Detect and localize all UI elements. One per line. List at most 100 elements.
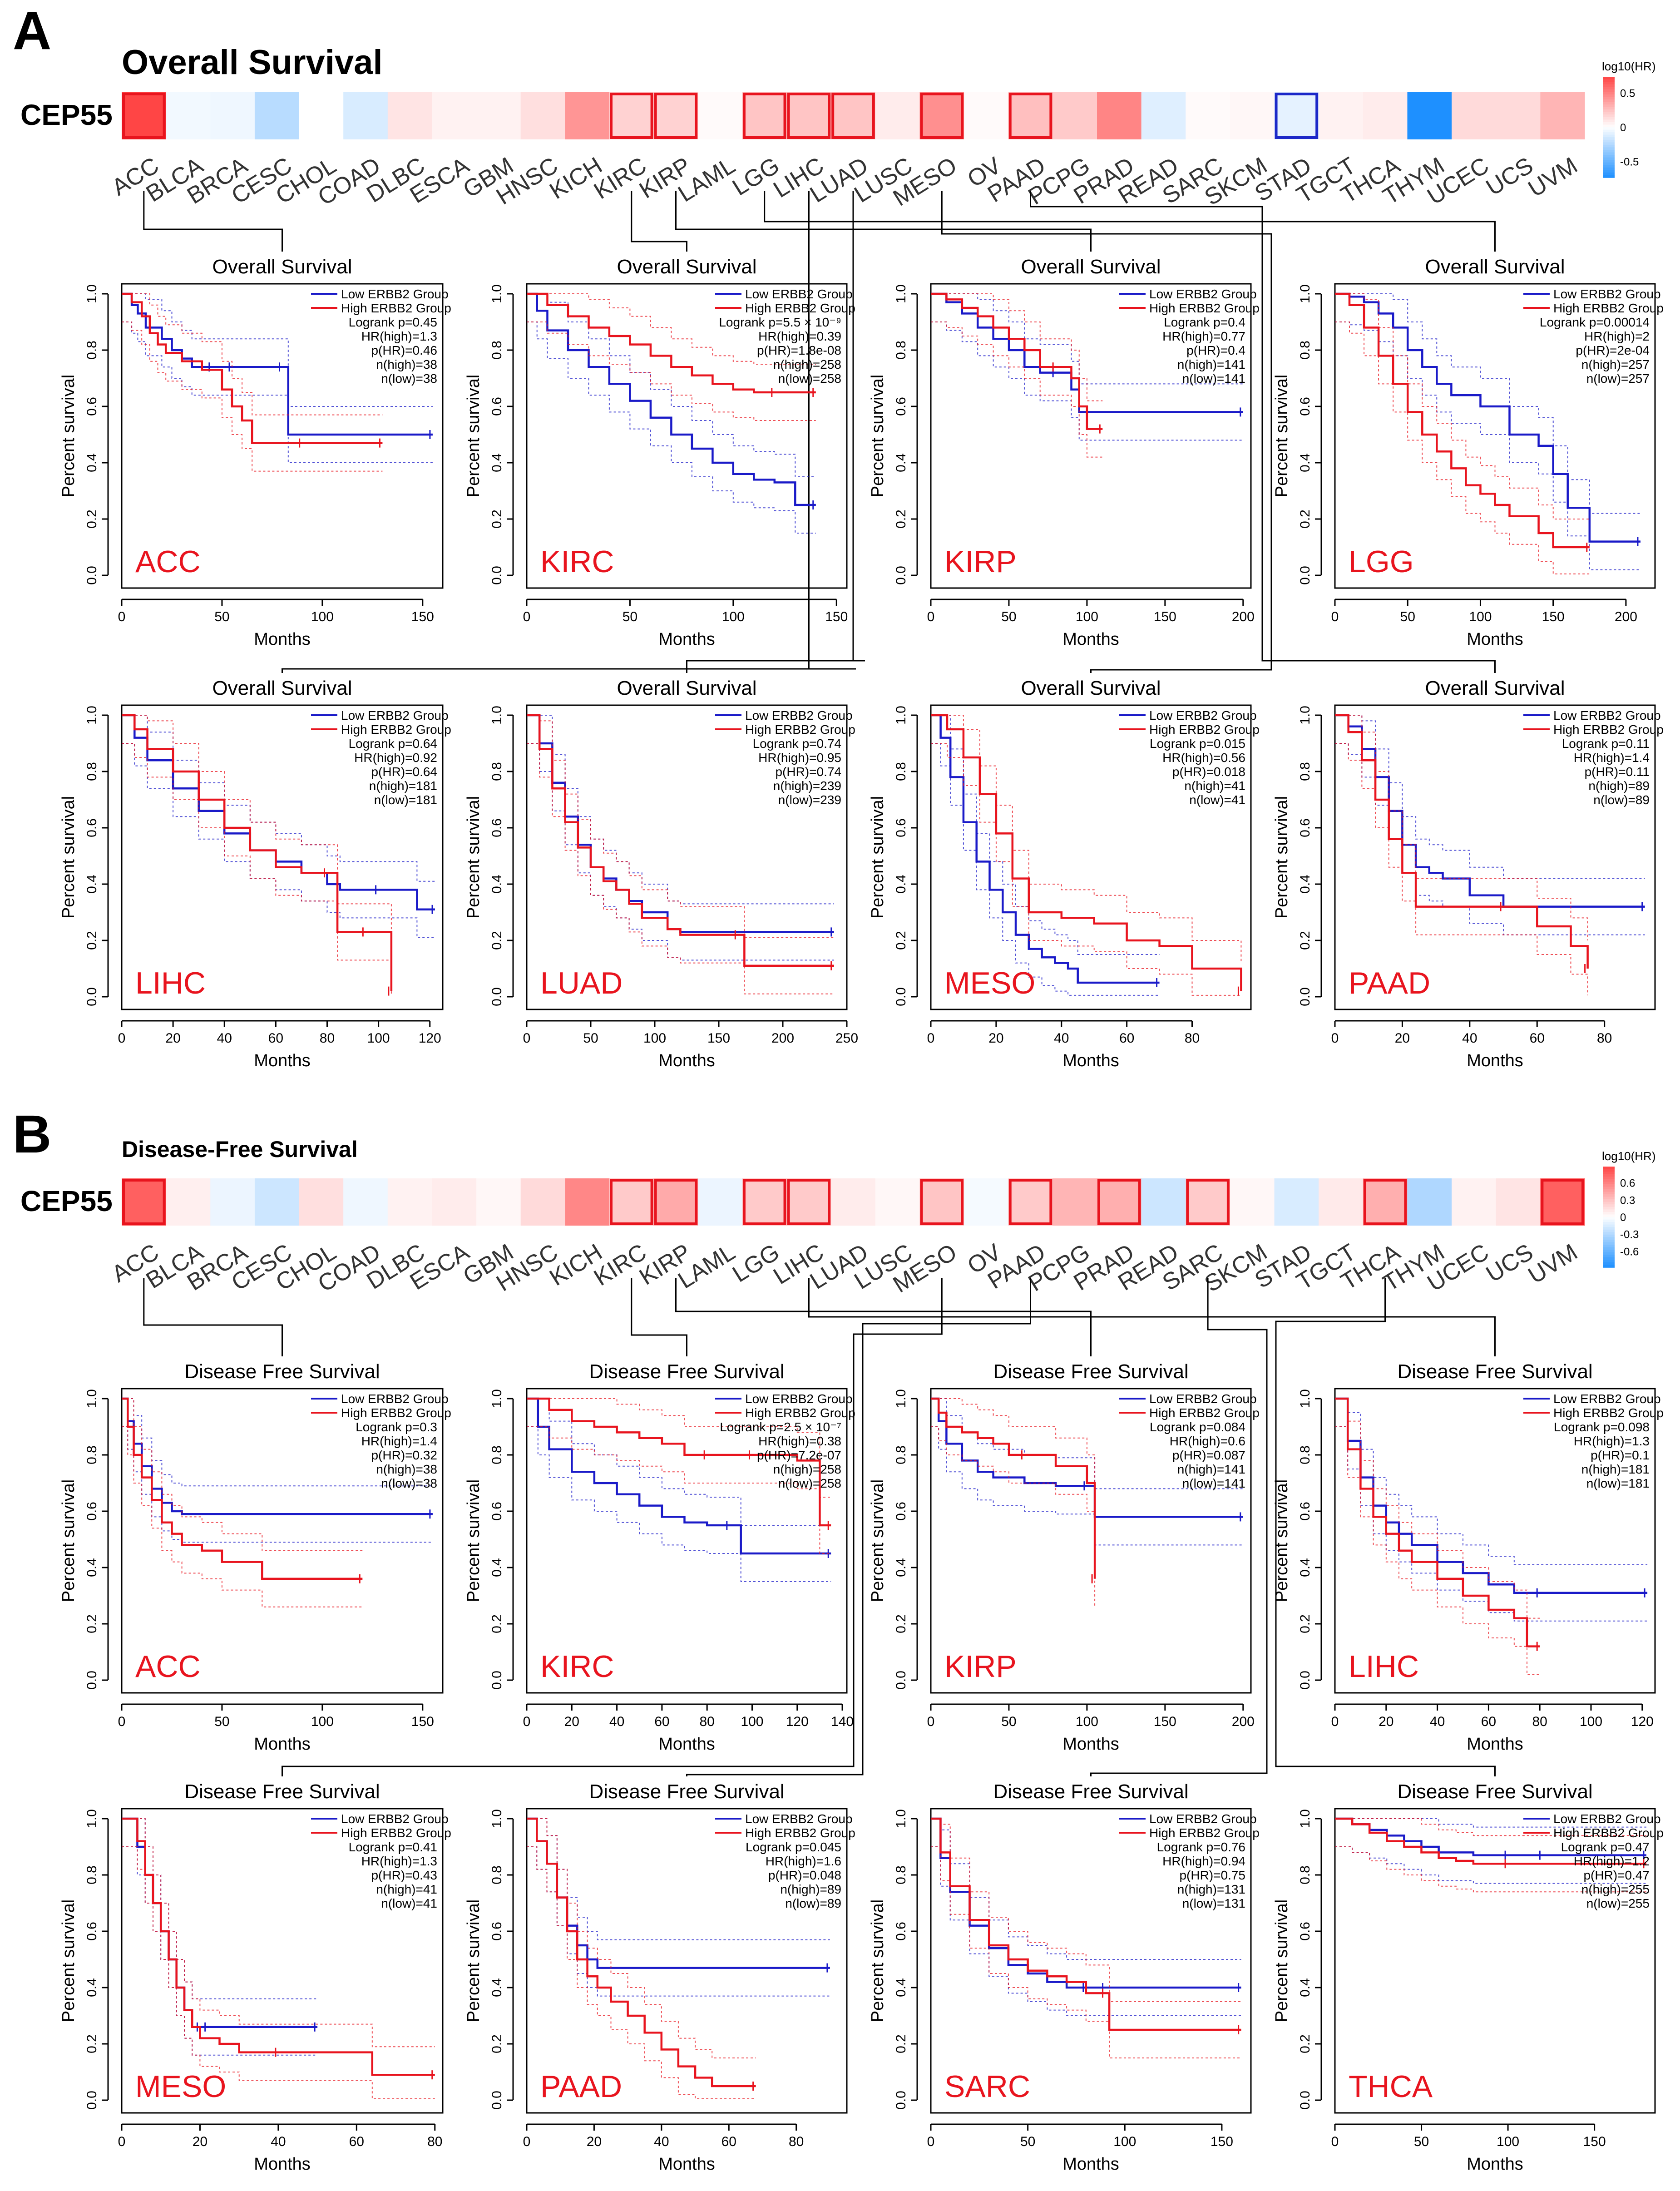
km-y-tick-label: 0.6	[1298, 397, 1313, 416]
km-curve-low	[122, 1817, 318, 2028]
heatmap-highlight-stad	[1275, 93, 1319, 139]
km-stat-line: Logrank p=0.098	[1554, 1420, 1650, 1434]
heatmap-highlight-lgg	[742, 1179, 786, 1225]
km-y-tick-label: 0.8	[1298, 1865, 1313, 1884]
km-ci-upper-high	[122, 715, 392, 963]
km-plots-layer: Overall Survival 0.0 0.2 0.4 0.6 0.8 1.0 Percen…	[59, 256, 1664, 2174]
km-y-tick-label: 0.4	[84, 1978, 99, 1997]
heatmap-highlight-prad	[1097, 1179, 1141, 1225]
heatmap-cell-chol	[299, 1178, 344, 1226]
km-ci-upper-high	[931, 1818, 1241, 2002]
km-x-tick-label: 40	[654, 2134, 669, 2149]
km-ci-lower-high	[931, 1426, 1096, 1607]
km-legend-high: High ERBB2 Group	[341, 1406, 451, 1420]
km-x-tick-label: 80	[427, 2134, 442, 2149]
km-plot-b-lihc: Disease Free Survival 0.0 0.2 0.4 0.6 0.8 1.0 P…	[1272, 1360, 1664, 1754]
km-cancer-label: LGG	[1349, 544, 1414, 579]
km-stat-line: Logrank p=0.015	[1150, 737, 1245, 751]
km-ci-lower-low	[527, 321, 816, 534]
km-x-tick-label: 40	[609, 1714, 624, 1729]
heatmap-highlight-meso	[920, 93, 964, 139]
km-y-tick-label: 0.8	[84, 1445, 99, 1464]
km-title: Disease Free Survival	[1397, 1360, 1592, 1383]
heatmap-cell-kirc	[609, 1178, 654, 1226]
km-y-tick-label: 0.6	[489, 818, 504, 837]
legend-swatch	[1603, 114, 1615, 118]
km-plot-a-lihc: Overall Survival 0.0 0.2 0.4 0.6 0.8 1.0 Percen…	[59, 677, 451, 1070]
km-x-tick-label: 200	[1615, 609, 1637, 624]
km-x-label: Months	[254, 1051, 311, 1070]
km-stat-line: p(HR)=0.47	[1583, 1868, 1650, 1882]
km-y-tick-label: 1.0	[1298, 1809, 1313, 1828]
km-stat-line: n(low)=257	[1586, 371, 1650, 386]
km-x-tick-label: 120	[786, 1714, 809, 1729]
km-plot-frame	[121, 704, 444, 1010]
km-stat-line: Logrank p=0.11	[1562, 737, 1650, 751]
connector-layer	[143, 191, 1496, 1776]
km-cancer-label: LUAD	[540, 966, 623, 1000]
km-x-tick-label: 0	[1331, 2134, 1339, 2149]
km-x-tick-label: 0	[1331, 609, 1339, 624]
legend-swatch	[1603, 89, 1615, 93]
legend-swatch	[1603, 1239, 1615, 1243]
km-x-tick-label: 0	[523, 609, 531, 624]
km-stat-line: n(low)=181	[374, 793, 437, 807]
km-y-tick-label: 1.0	[894, 1389, 909, 1408]
legend-swatch	[1603, 1232, 1615, 1235]
legend-swatch	[1603, 1227, 1615, 1230]
km-curve-low	[527, 1397, 831, 1555]
km-stat-line: n(high)=89	[1588, 779, 1650, 793]
km-legend-high: High ERBB2 Group	[1149, 1406, 1260, 1420]
km-ci-lower-high	[1335, 321, 1590, 574]
km-cancer-label: MESO	[944, 966, 1035, 1000]
legend-swatch	[1603, 109, 1615, 113]
km-ci-lower-high	[122, 1426, 363, 1607]
heatmap-highlight-uvm	[1541, 1179, 1584, 1225]
km-x-tick-label: 150	[825, 609, 848, 624]
legend-swatch	[1603, 1197, 1615, 1200]
km-plot-b-meso: Disease Free Survival 0.0 0.2 0.4 0.6 0.8 1.0 P…	[59, 1780, 451, 2174]
km-x-tick-label: 20	[193, 2134, 208, 2149]
heatmap-cell-blca	[166, 1178, 211, 1226]
heatmap-cell-acc	[122, 92, 167, 139]
km-y-tick-label: 0.2	[84, 1614, 99, 1633]
legend-swatch	[1603, 124, 1615, 128]
km-stat-line: n(low)=141	[1182, 1476, 1245, 1490]
km-plot-b-kirp: Disease Free Survival 0.0 0.2 0.4 0.6 0.8 1.0 P…	[868, 1360, 1260, 1754]
km-stat-line: p(HR)=0.43	[371, 1868, 437, 1882]
heatmap-cell-thca	[1363, 92, 1408, 139]
km-ci-upper-high	[1335, 1818, 1646, 1836]
legend-tick: 0	[1620, 1212, 1626, 1224]
km-title: Overall Survival	[212, 256, 352, 278]
km-plot-frame	[1334, 1388, 1656, 1694]
heatmap-cell-lgg	[742, 1178, 787, 1226]
heatmap-cell-acc	[122, 1178, 167, 1226]
km-stat-line: HR(high)=1.3	[361, 329, 437, 343]
connector-b-lihc	[808, 1278, 1496, 1356]
heatmap-cell-brca	[210, 92, 255, 139]
km-y-tick-label: 1.0	[489, 706, 504, 725]
km-x-tick-label: 40	[217, 1031, 232, 1046]
km-x-tick-label: 0	[523, 1031, 531, 1046]
km-y-tick-label: 0.2	[1298, 931, 1313, 950]
heatmap-cell-gbm	[476, 1178, 521, 1226]
heatmap-cell-sarc	[1186, 92, 1230, 139]
km-x-tick-label: 150	[1211, 2134, 1233, 2149]
km-stat-line: HR(high)=0.38	[758, 1434, 841, 1448]
heatmap-highlight-acc	[122, 1179, 166, 1225]
km-y-tick-label: 0.6	[489, 1922, 504, 1941]
legend-swatch	[1603, 1219, 1615, 1222]
km-x-tick-label: 250	[835, 1031, 858, 1046]
km-y-label: Percent survival	[59, 796, 78, 919]
km-x-tick-label: 60	[721, 2134, 736, 2149]
km-x-tick-label: 20	[587, 2134, 602, 2149]
km-y-tick-label: 0.6	[894, 1502, 909, 1521]
km-y-tick-label: 0.2	[1298, 2034, 1313, 2053]
km-stat-line: HR(high)=2	[1584, 329, 1650, 343]
legend-swatch	[1603, 84, 1615, 87]
km-title: Disease Free Survival	[993, 1360, 1188, 1383]
km-stat-line: n(low)=181	[1586, 1476, 1650, 1490]
legend-swatch	[1603, 142, 1615, 145]
km-y-tick-label: 0.6	[894, 818, 909, 837]
km-x-label: Months	[1467, 2155, 1523, 2174]
